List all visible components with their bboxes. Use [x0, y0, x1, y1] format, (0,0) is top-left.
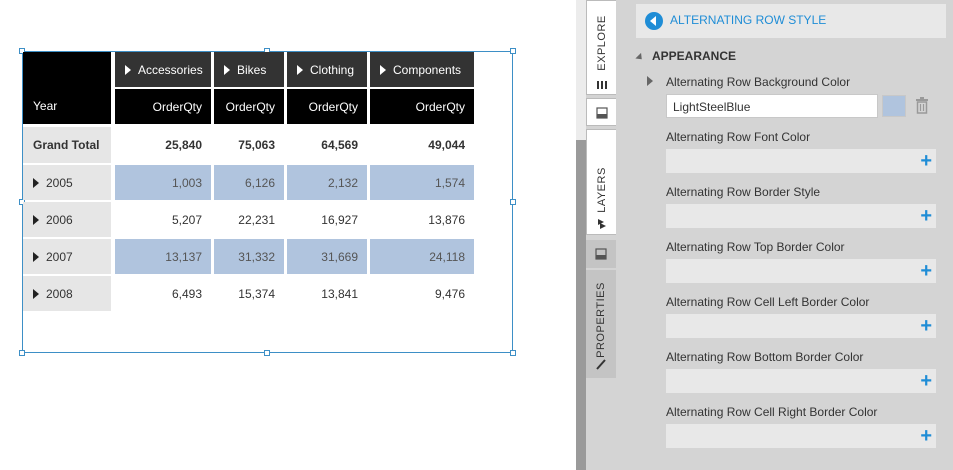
- expand-icon: [224, 64, 230, 75]
- data-cell: 9,476: [434, 286, 465, 301]
- dashboard-canvas: Year Accessories Bikes Clothing Componen…: [19, 48, 516, 356]
- scrollbar[interactable]: [576, 140, 586, 470]
- resize-handle-bottom-right[interactable]: [510, 350, 516, 356]
- tab-collapsed[interactable]: [586, 98, 616, 126]
- data-cell: 15,374: [238, 286, 275, 301]
- data-cell: 2,132: [287, 165, 367, 200]
- bars-icon: [597, 81, 607, 89]
- data-cell: 16,927: [321, 212, 358, 227]
- expand-icon: [380, 64, 386, 75]
- column-group-clothing[interactable]: Clothing: [287, 52, 367, 87]
- cell-right-border-color-label: Alternating Row Cell Right Border Color: [666, 405, 878, 419]
- layers-icon: [598, 219, 606, 229]
- resize-handle-top-left[interactable]: [19, 48, 25, 54]
- row-header-year: Year: [23, 88, 111, 124]
- add-icon[interactable]: +: [920, 150, 932, 172]
- column-group-bikes[interactable]: Bikes: [214, 52, 284, 87]
- data-cell: 1,003: [115, 165, 211, 200]
- side-tabs: EXPLORE LAYERS PROPERTIES: [586, 0, 616, 470]
- add-icon[interactable]: +: [920, 370, 932, 392]
- trash-icon[interactable]: [915, 97, 929, 114]
- grand-total-cell: 75,063: [238, 138, 275, 152]
- cell-left-border-color-label: Alternating Row Cell Left Border Color: [666, 295, 870, 309]
- data-cell: 31,332: [214, 239, 284, 274]
- resize-handle-bottom[interactable]: [264, 350, 270, 356]
- tab-properties[interactable]: PROPERTIES: [586, 270, 616, 378]
- column-group-components[interactable]: Components: [370, 52, 474, 87]
- panel-header[interactable]: ALTERNATING ROW STYLE: [636, 4, 946, 38]
- tab-layers[interactable]: LAYERS: [586, 129, 616, 235]
- back-arrow-icon[interactable]: [645, 12, 663, 30]
- measure-header: OrderQty: [370, 89, 474, 124]
- tab-explore[interactable]: EXPLORE: [586, 0, 616, 95]
- border-style-label: Alternating Row Border Style: [666, 185, 821, 199]
- resize-handle-right[interactable]: [510, 199, 516, 205]
- font-color-label: Alternating Row Font Color: [666, 130, 811, 144]
- add-icon[interactable]: +: [920, 205, 932, 227]
- row-header-2008[interactable]: 2008: [23, 276, 111, 311]
- background-color-input[interactable]: LightSteelBlue: [666, 94, 878, 118]
- measure-header: OrderQty: [214, 89, 284, 124]
- background-color-label: Alternating Row Background Color: [666, 75, 851, 89]
- brush-icon: [596, 359, 606, 370]
- cell-left-border-color-field[interactable]: +: [666, 314, 936, 338]
- tab-layers-label: LAYERS: [596, 167, 608, 213]
- data-cell: 1,574: [370, 165, 474, 200]
- data-cell: 5,207: [171, 212, 202, 227]
- data-cell: 6,493: [171, 286, 202, 301]
- header-corner: [23, 52, 111, 88]
- expand-arrow-icon[interactable]: [647, 76, 653, 86]
- expand-icon: [33, 177, 39, 188]
- resize-handle-bottom-left[interactable]: [19, 350, 25, 356]
- data-cell: 13,137: [115, 239, 211, 274]
- add-icon[interactable]: +: [920, 425, 932, 447]
- measure-header: OrderQty: [287, 89, 367, 124]
- expand-icon: [33, 251, 39, 262]
- border-style-field[interactable]: +: [666, 204, 936, 228]
- column-group-accessories[interactable]: Accessories: [115, 52, 211, 87]
- row-header-2005[interactable]: 2005: [23, 165, 111, 200]
- window-icon: [596, 107, 608, 119]
- data-cell: 6,126: [214, 165, 284, 200]
- row-header-2006[interactable]: 2006: [23, 202, 111, 237]
- expand-icon: [33, 288, 39, 299]
- measure-header: OrderQty: [115, 89, 211, 124]
- collapse-icon: [635, 52, 645, 63]
- grand-total-label: Grand Total: [23, 127, 111, 163]
- tab-properties-label: PROPERTIES: [595, 282, 607, 358]
- window-icon: [595, 248, 607, 260]
- data-cell: 13,876: [428, 212, 465, 227]
- data-cell: 24,118: [370, 239, 474, 274]
- data-cell: 31,669: [287, 239, 367, 274]
- bottom-border-color-label: Alternating Row Bottom Border Color: [666, 350, 864, 364]
- data-cell: 13,841: [321, 286, 358, 301]
- expand-icon: [33, 214, 39, 225]
- tab-collapsed-2[interactable]: [586, 240, 616, 268]
- add-icon[interactable]: +: [920, 260, 932, 282]
- data-cell: 22,231: [238, 212, 275, 227]
- tab-explore-label: EXPLORE: [596, 15, 608, 71]
- properties-panel: ALTERNATING ROW STYLE APPEARANCE Alterna…: [616, 0, 953, 470]
- bottom-border-color-field[interactable]: +: [666, 369, 936, 393]
- expand-icon: [297, 64, 303, 75]
- add-icon[interactable]: +: [920, 315, 932, 337]
- top-border-color-field[interactable]: +: [666, 259, 936, 283]
- cell-right-border-color-field[interactable]: +: [666, 424, 936, 448]
- expand-icon: [125, 64, 131, 75]
- font-color-field[interactable]: +: [666, 149, 936, 173]
- grand-total-cell: 64,569: [321, 138, 358, 152]
- row-header-2007[interactable]: 2007: [23, 239, 111, 274]
- top-border-color-label: Alternating Row Top Border Color: [666, 240, 845, 254]
- grand-total-cell: 25,840: [165, 138, 202, 152]
- color-swatch[interactable]: [882, 95, 906, 117]
- panel-title[interactable]: ALTERNATING ROW STYLE: [670, 13, 827, 27]
- resize-handle-top-right[interactable]: [510, 48, 516, 54]
- section-appearance[interactable]: APPEARANCE: [635, 49, 736, 63]
- grand-total-cell: 49,044: [428, 138, 465, 152]
